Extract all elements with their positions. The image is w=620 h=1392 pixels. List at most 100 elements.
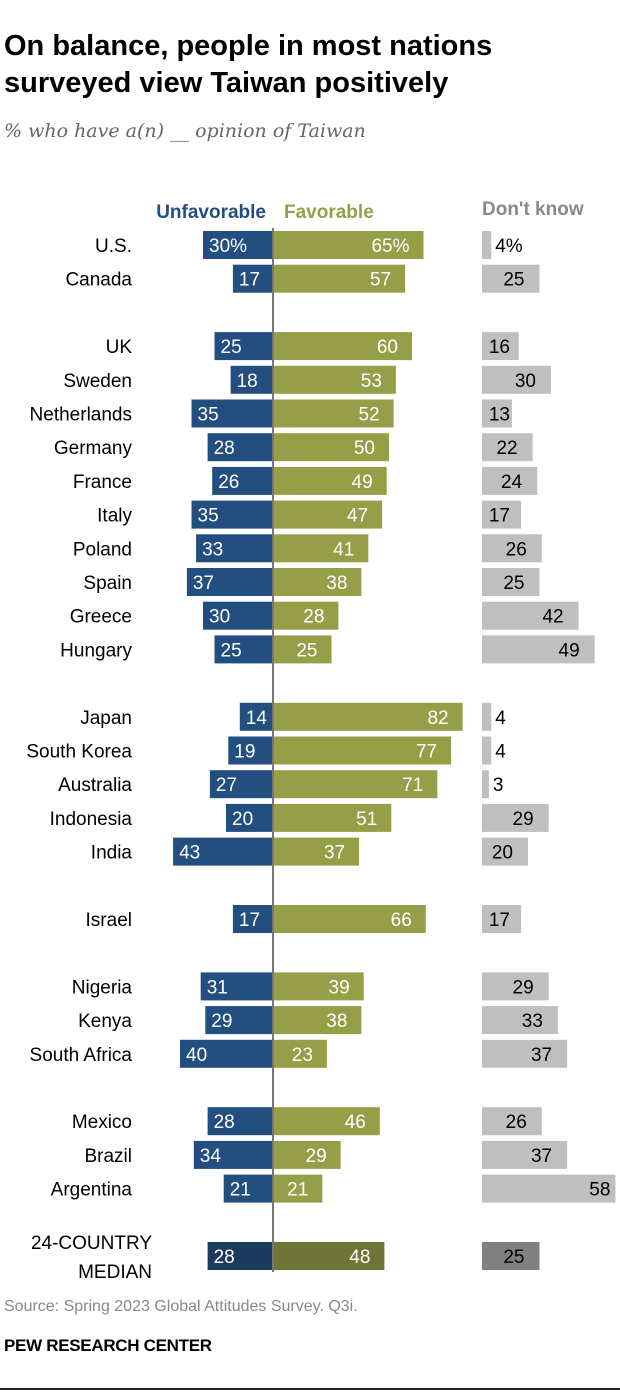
value-label-favorable: 82 — [427, 708, 448, 729]
value-label-dont-know: 37 — [531, 1146, 552, 1167]
country-label: MEDIAN — [78, 1262, 152, 1283]
bar-unfavorable — [207, 1242, 272, 1270]
value-label-favorable: 47 — [347, 506, 368, 527]
country-label: France — [73, 472, 132, 493]
bottom-rule — [0, 1388, 620, 1390]
value-label-dont-know: 3 — [493, 775, 504, 796]
value-label-dont-know: 26 — [506, 539, 527, 560]
country-label: Greece — [70, 607, 132, 628]
value-label-unfavorable: 17 — [239, 270, 260, 291]
value-label-dont-know: 25 — [503, 270, 524, 291]
bar-dont-know — [482, 466, 538, 495]
country-label: Hungary — [60, 640, 132, 661]
value-label-unfavorable: 30 — [209, 607, 230, 628]
bar-unfavorable — [193, 1140, 272, 1169]
bar-unfavorable — [214, 635, 272, 664]
value-label-unfavorable: 17 — [239, 910, 260, 931]
bar-unfavorable — [230, 365, 272, 394]
value-label-favorable: 48 — [349, 1247, 370, 1268]
legend-favorable: Favorable — [284, 202, 374, 223]
bar-unfavorable — [239, 702, 272, 731]
value-label-dont-know: 49 — [559, 640, 580, 661]
bar-unfavorable — [212, 466, 272, 495]
value-label-dont-know: 25 — [503, 1247, 524, 1268]
value-label-unfavorable: 35 — [198, 506, 219, 527]
bar-favorable — [274, 736, 452, 765]
bar-dont-know — [482, 1006, 558, 1035]
value-label-favorable: 57 — [370, 270, 391, 291]
bar-unfavorable — [226, 803, 272, 832]
value-label-unfavorable: 33 — [202, 539, 223, 560]
bar-dont-know — [482, 736, 492, 765]
country-label: Brazil — [84, 1146, 132, 1167]
bar-favorable — [274, 534, 369, 563]
value-label-favorable: 25 — [296, 640, 317, 661]
country-label: South Africa — [30, 1045, 133, 1066]
bar-dont-know — [482, 1242, 540, 1270]
value-label-dont-know: 13 — [489, 405, 510, 426]
value-label-favorable: 60 — [377, 337, 398, 358]
value-label-dont-know: 4 — [495, 742, 506, 763]
value-label-favorable: 23 — [292, 1045, 313, 1066]
bar-dont-know — [482, 972, 549, 1001]
country-label: Australia — [58, 775, 132, 796]
bar-favorable — [274, 601, 339, 630]
value-label-dont-know: 16 — [489, 337, 510, 358]
bar-dont-know — [482, 702, 492, 731]
value-label-unfavorable: 43 — [179, 843, 200, 864]
bar-unfavorable — [203, 601, 272, 630]
value-label-favorable: 51 — [356, 809, 377, 830]
value-label-favorable: 53 — [361, 371, 382, 392]
value-label-dont-know: 17 — [489, 910, 510, 931]
bar-unfavorable — [223, 1174, 272, 1203]
bar-favorable — [274, 770, 438, 799]
chart-subtitle: % who have a(n) __ opinion of Taiwan — [4, 120, 366, 142]
bar-favorable — [274, 1107, 380, 1136]
country-label: South Korea — [26, 742, 132, 763]
bar-favorable — [274, 1140, 341, 1169]
value-label-favorable: 52 — [358, 405, 379, 426]
bar-favorable — [274, 905, 426, 933]
bar-favorable — [274, 399, 394, 428]
value-label-dont-know: 24 — [501, 472, 523, 493]
bar-favorable — [274, 332, 412, 361]
value-label-favorable: 28 — [303, 607, 324, 628]
bar-unfavorable — [205, 1006, 272, 1035]
bar-dont-know — [482, 803, 549, 832]
bar-favorable — [274, 1174, 323, 1203]
bar-dont-know — [482, 264, 540, 293]
country-label: Mexico — [72, 1112, 132, 1133]
value-label-unfavorable: 14 — [246, 708, 268, 729]
country-label: India — [91, 843, 133, 864]
bar-unfavorable — [232, 264, 272, 293]
country-label: 24-COUNTRY — [31, 1233, 152, 1254]
bar-unfavorable — [214, 332, 272, 361]
bar-favorable — [274, 500, 383, 529]
value-label-unfavorable: 27 — [216, 775, 237, 796]
bar-favorable — [274, 972, 364, 1001]
country-label: Netherlands — [30, 405, 132, 426]
bar-favorable — [274, 264, 406, 293]
country-label: Kenya — [78, 1011, 132, 1032]
bar-favorable — [274, 1242, 385, 1270]
value-label-dont-know: 4 — [495, 708, 506, 729]
country-label: Nigeria — [72, 977, 133, 998]
value-label-favorable: 29 — [306, 1146, 327, 1167]
bar-unfavorable — [173, 837, 272, 866]
bar-dont-know — [482, 433, 533, 462]
country-label: Sweden — [63, 371, 132, 392]
bar-dont-know — [482, 770, 489, 799]
country-label: Canada — [65, 270, 132, 291]
bar-dont-know — [482, 837, 528, 866]
bar-unfavorable — [180, 1039, 272, 1068]
bar-favorable — [274, 837, 360, 866]
value-label-dont-know: 33 — [522, 1011, 543, 1032]
bar-unfavorable — [228, 736, 272, 765]
bar-unfavorable — [186, 568, 272, 596]
value-label-unfavorable: 21 — [230, 1180, 251, 1201]
value-label-dont-know: 29 — [513, 977, 534, 998]
bar-favorable — [274, 1006, 362, 1035]
value-label-dont-know: 22 — [496, 438, 517, 459]
value-label-dont-know: 30 — [515, 371, 536, 392]
value-label-unfavorable: 37 — [193, 573, 214, 594]
